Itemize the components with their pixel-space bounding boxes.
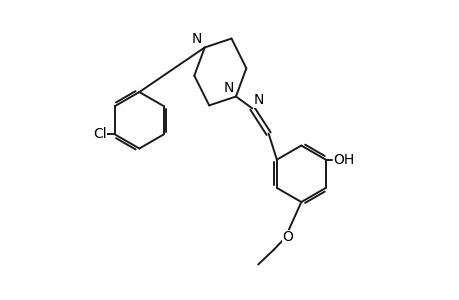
Text: N: N — [224, 81, 234, 95]
Text: OH: OH — [332, 153, 354, 167]
Text: O: O — [282, 230, 293, 244]
Text: N: N — [191, 32, 202, 46]
Text: N: N — [253, 93, 263, 107]
Text: Cl: Cl — [93, 128, 106, 141]
